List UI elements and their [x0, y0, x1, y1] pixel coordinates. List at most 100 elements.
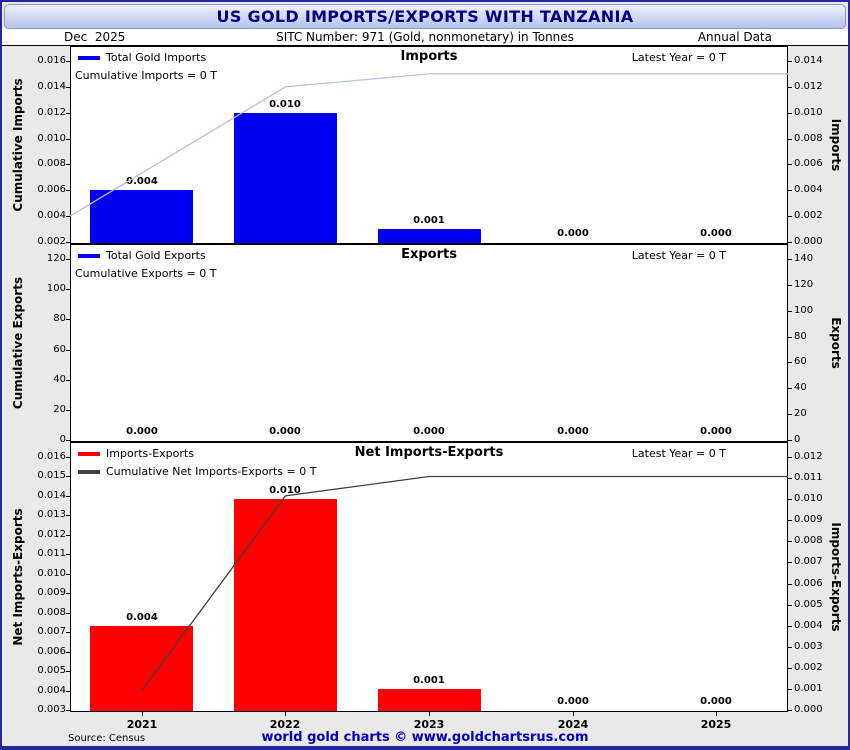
- right-tick-mark: [788, 440, 792, 441]
- page-title: US GOLD IMPORTS/EXPORTS WITH TANZANIA: [4, 4, 846, 29]
- axis-title-right: Imports-Exports: [829, 522, 843, 632]
- right-tick-mark: [788, 61, 792, 62]
- bar-value-label: 0.000: [700, 696, 732, 707]
- right-tick-label: 0.006: [794, 158, 823, 169]
- left-tick-label: 40: [53, 374, 66, 385]
- right-tick-label: 0.002: [794, 662, 823, 673]
- right-tick-mark: [788, 520, 792, 521]
- latest-year-note: Latest Year = 0 T: [631, 51, 726, 64]
- left-tick-mark: [66, 289, 70, 290]
- left-tick-label: 0.012: [37, 107, 66, 118]
- bar-2021: [90, 626, 193, 711]
- right-tick-label: 0.007: [794, 556, 823, 567]
- bar-value-label: 0.000: [700, 426, 732, 437]
- right-tick-label: 0.000: [794, 236, 823, 247]
- right-tick-mark: [788, 626, 792, 627]
- left-tick-label: 0.013: [37, 509, 66, 520]
- chart-header: Dec 2025 SITC Number: 971 (Gold, nonmone…: [2, 29, 848, 46]
- left-tick-mark: [66, 410, 70, 411]
- credit-link[interactable]: world gold charts © www.goldchartsrus.co…: [261, 730, 589, 745]
- left-tick-mark: [66, 515, 70, 516]
- right-tick-mark: [788, 478, 792, 479]
- right-tick-mark: [788, 216, 792, 217]
- right-tick-label: 0.010: [794, 493, 823, 504]
- right-tick-mark: [788, 457, 792, 458]
- right-tick-mark: [788, 499, 792, 500]
- left-tick-label: 0.008: [37, 158, 66, 169]
- year-label: 2023: [413, 718, 445, 731]
- latest-year-note: Latest Year = 0 T: [631, 249, 726, 262]
- bar-value-label: 0.000: [557, 228, 589, 239]
- right-tick-label: 0.011: [794, 472, 823, 483]
- axis-title-right: Imports: [829, 118, 843, 172]
- right-tick-label: 0: [794, 434, 801, 445]
- bar-2023: [378, 229, 481, 243]
- left-tick-mark: [66, 139, 70, 140]
- bar-value-label: 0.000: [126, 426, 158, 437]
- right-tick-label: 60: [794, 356, 807, 367]
- left-tick-mark: [66, 691, 70, 692]
- right-tick-mark: [788, 164, 792, 165]
- panel-title: Exports: [401, 247, 457, 262]
- right-tick-label: 0.010: [794, 107, 823, 118]
- year-tick-mark: [429, 712, 430, 716]
- legend-label: Total Gold Imports: [106, 51, 207, 64]
- left-tick-mark: [66, 61, 70, 62]
- panel-title: Imports: [400, 49, 458, 64]
- bar-value-label: 0.004: [126, 176, 158, 187]
- left-tick-mark: [66, 593, 70, 594]
- bar-value-label: 0.000: [700, 228, 732, 239]
- right-tick-label: 20: [794, 408, 807, 419]
- left-tick-label: 0.014: [37, 490, 66, 501]
- left-tick-label: 0.016: [37, 55, 66, 66]
- bar-value-label: 0.000: [269, 426, 301, 437]
- left-tick-label: 0.006: [37, 646, 66, 657]
- left-tick-mark: [66, 574, 70, 575]
- right-tick-label: 0.000: [794, 704, 823, 715]
- left-tick-label: 0.011: [37, 548, 66, 559]
- right-tick-mark: [788, 668, 792, 669]
- right-tick-label: 0.014: [794, 55, 823, 66]
- year-tick-mark: [142, 712, 143, 716]
- right-tick-mark: [788, 605, 792, 606]
- right-tick-label: 40: [794, 382, 807, 393]
- legend-label: Cumulative Net Imports-Exports = 0 T: [106, 465, 317, 478]
- year-label: 2021: [126, 718, 158, 731]
- bar-value-label: 0.004: [126, 612, 158, 623]
- right-tick-label: 100: [794, 305, 814, 316]
- right-tick-label: 120: [794, 279, 814, 290]
- right-tick-label: 80: [794, 331, 807, 342]
- right-tick-mark: [788, 562, 792, 563]
- right-tick-label: 140: [794, 253, 814, 264]
- left-tick-label: 100: [46, 283, 66, 294]
- right-tick-label: 0.002: [794, 210, 823, 221]
- legend-swatch: [78, 254, 100, 258]
- legend-label: Cumulative Exports = 0 T: [75, 267, 217, 280]
- left-tick-label: 0.003: [37, 704, 66, 715]
- bar-value-label: 0.010: [269, 99, 301, 110]
- bar-value-label: 0.010: [269, 485, 301, 496]
- left-tick-label: 0.004: [37, 210, 66, 221]
- right-tick-mark: [788, 647, 792, 648]
- bar-value-label: 0.001: [413, 675, 445, 686]
- header-frequency: Annual Data: [697, 30, 772, 44]
- left-tick-label: 0.010: [37, 568, 66, 579]
- left-tick-mark: [66, 190, 70, 191]
- right-tick-label: 0.008: [794, 535, 823, 546]
- bar-value-label: 0.000: [413, 426, 445, 437]
- legend-swatch: [78, 470, 100, 474]
- left-tick-mark: [66, 319, 70, 320]
- axis-title-right: Exports: [829, 317, 843, 369]
- right-tick-mark: [788, 139, 792, 140]
- left-tick-label: 0.002: [37, 236, 66, 247]
- left-tick-label: 60: [53, 344, 66, 355]
- header-sitc-number: SITC Number: 971 (Gold, nonmonetary) in …: [276, 30, 574, 44]
- legend-swatch: [78, 452, 100, 456]
- right-tick-mark: [788, 362, 792, 363]
- left-tick-mark: [66, 496, 70, 497]
- right-tick-mark: [788, 87, 792, 88]
- left-tick-label: 0.006: [37, 184, 66, 195]
- left-tick-mark: [66, 535, 70, 536]
- bar-2022: [234, 499, 337, 711]
- right-tick-label: 0.005: [794, 599, 823, 610]
